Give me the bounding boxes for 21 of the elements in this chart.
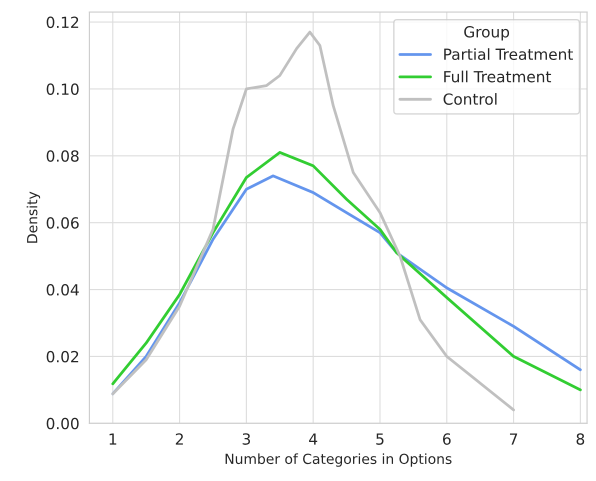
y-axis-title: Density [26,192,40,243]
y-tick-label: 0.02 [46,350,78,362]
y-tick-label: 0.10 [46,83,79,95]
y-tick-label: 0.08 [46,150,79,162]
legend-label: Partial Treatment [444,48,573,60]
x-tick-label: 8 [576,433,584,445]
legend-title: Group [464,26,510,41]
y-tick-label: 0.04 [46,284,79,296]
x-tick-label: 6 [442,433,451,445]
x-tick-label: 7 [510,433,518,445]
legend-label: Full Treatment [444,70,552,82]
x-tick-label: 5 [376,433,384,445]
legend-label: Control [444,93,497,105]
x-tick-label: 3 [242,433,250,445]
y-tick-label: 0.06 [46,217,79,229]
x-tick-label: 2 [176,433,183,445]
x-axis-title: Number of Categories in Options [226,453,452,467]
x-tick-label: 1 [110,433,116,445]
y-tick-label: 0.00 [46,418,79,430]
x-tick-label: 4 [309,433,318,445]
y-tick-label: 0.12 [46,16,78,28]
